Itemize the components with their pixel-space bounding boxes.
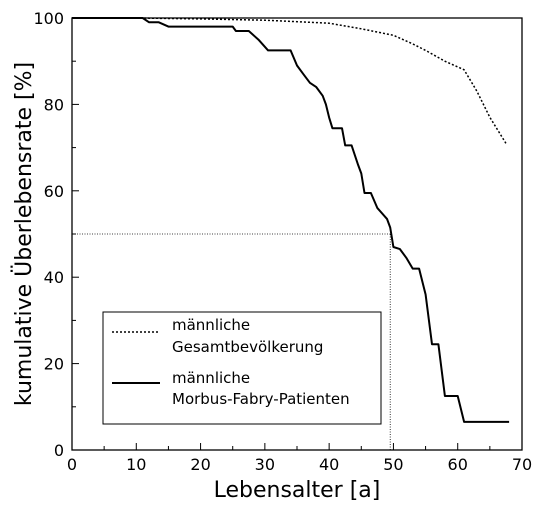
median-reference-lines xyxy=(72,233,391,450)
axis-ticks: 0 10 20 30 40 50 60 70 0 20 40 60 80 100 xyxy=(33,9,532,474)
x-tick-label-70: 70 xyxy=(512,455,532,474)
legend: männliche Gesamtbevölkerung männliche Mo… xyxy=(102,311,382,425)
y-tick-label-0: 0 xyxy=(54,441,64,460)
legend-label-fabry-line1: männliche xyxy=(172,369,250,387)
legend-box xyxy=(102,311,382,425)
x-tick-label-50: 50 xyxy=(383,455,403,474)
x-tick-label-20: 20 xyxy=(190,455,210,474)
legend-label-population-line2: Gesamtbevölkerung xyxy=(172,338,323,356)
x-tick-label-40: 40 xyxy=(319,455,339,474)
y-tick-label-100: 100 xyxy=(33,9,64,28)
series-lines xyxy=(72,17,510,423)
y-axis-title: kumulative Überlebensrate [%] xyxy=(11,62,37,406)
y-tick-label-20: 20 xyxy=(44,355,64,374)
fabry-survival-line xyxy=(72,17,510,423)
x-tick-label-10: 10 xyxy=(126,455,146,474)
x-tick-label-30: 30 xyxy=(255,455,275,474)
population-survival-line xyxy=(72,17,507,144)
y-tick-label-80: 80 xyxy=(44,95,64,114)
x-tick-label-60: 60 xyxy=(448,455,468,474)
x-axis-title: Lebensalter [a] xyxy=(214,478,381,503)
legend-label-fabry-line2: Morbus-Fabry-Patienten xyxy=(172,390,350,408)
y-tick-label-40: 40 xyxy=(44,268,64,287)
x-tick-label-0: 0 xyxy=(67,455,77,474)
legend-label-population-line1: männliche xyxy=(172,316,250,334)
y-tick-label-60: 60 xyxy=(44,182,64,201)
